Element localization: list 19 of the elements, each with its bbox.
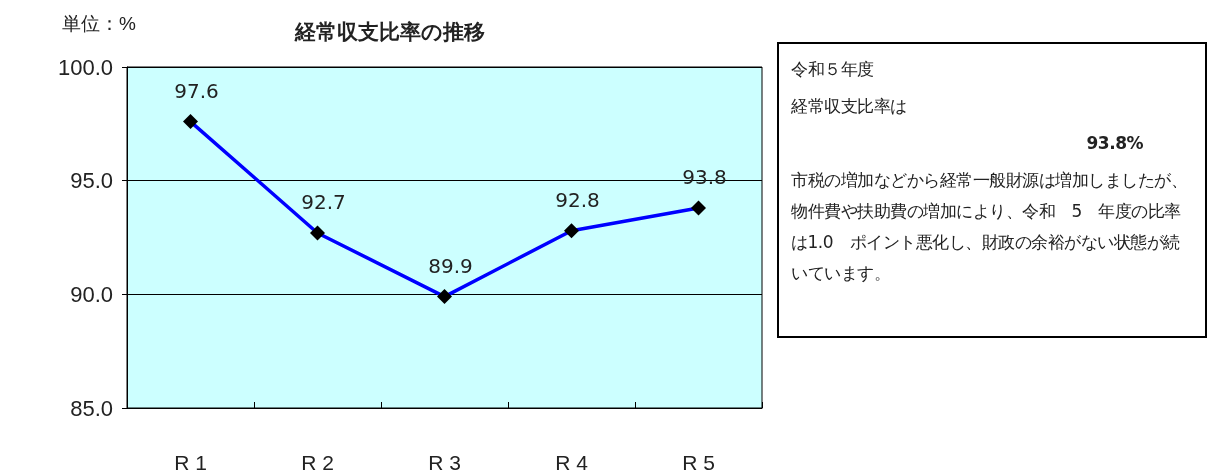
y-tick-label: 95.0 bbox=[70, 168, 113, 194]
text: 令和５年度 bbox=[791, 58, 875, 81]
text: 93.8% bbox=[1085, 132, 1144, 155]
data-label: 92.7 bbox=[301, 190, 346, 215]
data-label: 89.9 bbox=[428, 254, 473, 279]
data-label: 92.8 bbox=[555, 188, 600, 213]
y-tick-label: 100.0 bbox=[57, 54, 113, 80]
y-axis-title: 単位：% bbox=[62, 13, 136, 34]
x-tick-label: R 1 bbox=[174, 451, 207, 473]
x-tick-label: R 4 bbox=[555, 451, 589, 473]
data-label: 97.6 bbox=[174, 79, 219, 104]
text: 市税の増加などから経常一般財源は増加しましたが、物件費や扶助費の増加により、令和 5 年度の比率は1.0 ポイント悪化し、財政の余裕がない状態が続いています。 bbox=[791, 169, 1188, 285]
chart-title: 経常収支比率の推移 bbox=[294, 20, 485, 43]
x-tick-label: R 3 bbox=[428, 451, 461, 473]
x-tick-label: R 5 bbox=[682, 451, 715, 473]
y-tick-label: 85.0 bbox=[70, 395, 113, 421]
x-tick-label: R 2 bbox=[301, 451, 334, 473]
y-tick-label: 90.0 bbox=[70, 281, 113, 307]
text: 経常収支比率は bbox=[791, 95, 908, 118]
